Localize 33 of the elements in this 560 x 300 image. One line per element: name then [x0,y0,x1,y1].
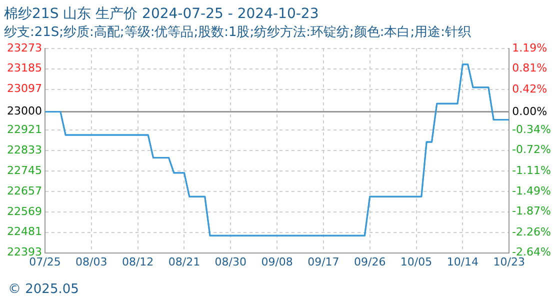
x-tick-label: 10/23 [493,255,525,268]
y-tick-label: 22921 [6,123,42,136]
y2-tick-label: -1.87% [512,204,552,218]
y2-tick-label: -1.49% [512,184,552,198]
y-tick-label: 23000 [6,104,42,118]
y-tick-label: 22569 [6,204,42,218]
x-tick-label: 10/14 [446,255,479,268]
y-tick-label: 23097 [6,82,42,96]
y2-tick-label: -2.26% [512,225,552,238]
chart-subtitle: 纱支:21S;纱质:高配;等级:优等品;股数:1股;纺纱方法:环锭纺;颜色:本白;用途:针织 [4,24,472,40]
y-tick-label: 23273 [6,41,42,54]
x-tick-label: 08/21 [168,255,200,268]
y-tick-label: 22481 [6,225,42,238]
x-tick-label: 08/30 [214,255,246,268]
y-tick-label: 22833 [6,143,42,156]
y-tick-label: 23185 [6,62,42,75]
x-tick-label: 08/12 [122,255,154,268]
x-tick-label: 08/03 [76,255,108,268]
y2-tick-label: 0.81% [512,62,548,75]
y2-tick-label: -0.72% [512,143,552,156]
text: © 2025.05 [8,282,79,297]
x-tick-label: 09/17 [308,255,340,268]
y2-tick-label: 0.42% [512,82,548,96]
y2-tick-label: 0.00% [512,104,548,118]
x-tick-label: 10/05 [400,255,432,268]
chart-title: 棉纱21S 山东 生产价 2024-07-25 - 2024-10-23 [4,6,319,22]
x-tick-label: 09/08 [261,255,293,268]
y2-tick-label: -1.11% [512,164,552,178]
y2-tick-label: 1.19% [512,41,548,54]
y2-tick-label: -0.34% [512,122,552,136]
y-tick-label: 22657 [6,184,42,198]
y-tick-label: 22745 [6,164,42,177]
x-tick-label: 09/26 [354,255,386,268]
